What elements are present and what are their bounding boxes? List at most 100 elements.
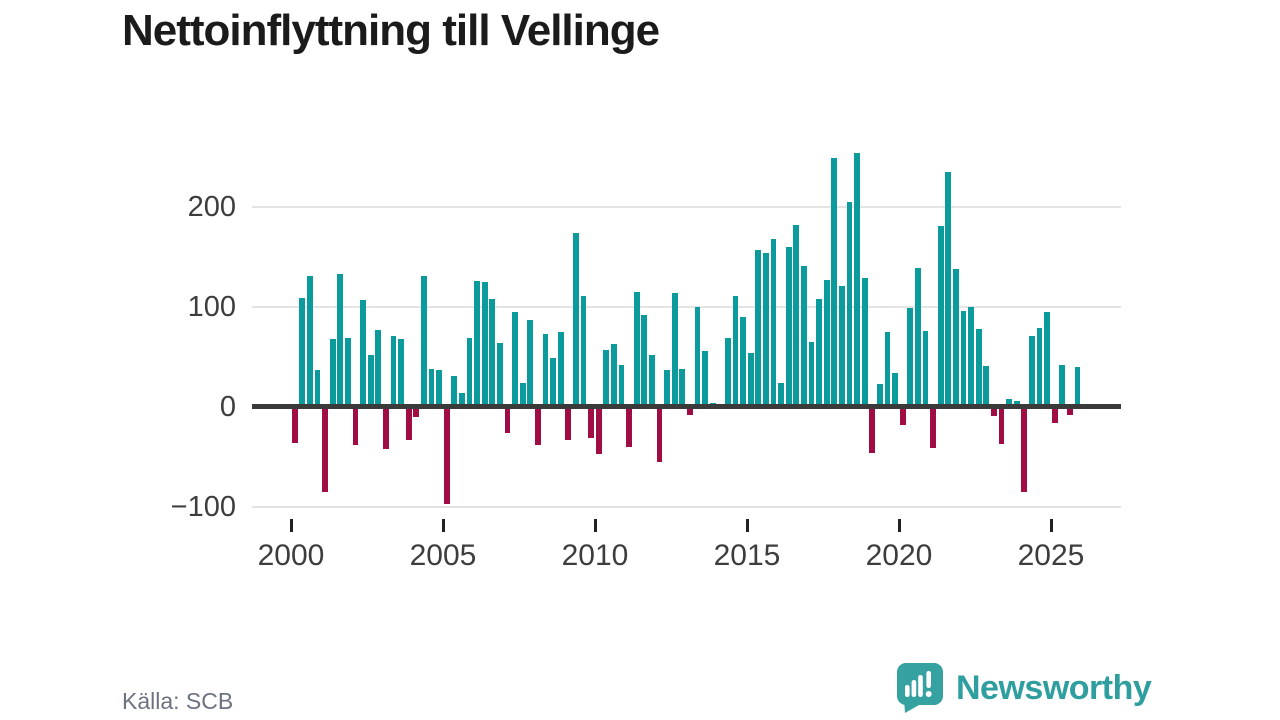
bar <box>687 407 693 415</box>
bar <box>899 407 906 425</box>
bar <box>816 299 822 407</box>
bar <box>595 407 602 454</box>
x-tick-mark <box>289 519 293 532</box>
bar <box>679 369 686 407</box>
bar <box>375 330 382 407</box>
bar <box>329 339 336 407</box>
gridline <box>252 206 1121 208</box>
bar <box>1006 399 1012 407</box>
x-tick-mark <box>897 519 901 532</box>
bar <box>1021 407 1028 492</box>
x-tick-mark <box>593 519 597 532</box>
bar <box>983 366 990 407</box>
bar <box>656 407 663 462</box>
bar <box>664 370 670 407</box>
bar <box>481 282 488 407</box>
bar <box>1029 336 1035 407</box>
bar <box>504 407 511 433</box>
bar <box>360 300 366 407</box>
bar <box>1044 312 1050 407</box>
bar <box>314 370 321 407</box>
x-tick-mark <box>745 519 749 532</box>
bar <box>428 369 435 407</box>
bar <box>307 276 313 407</box>
newsworthy-wordmark: Newsworthy <box>956 669 1152 707</box>
bar <box>998 407 1005 444</box>
bar <box>421 276 427 407</box>
bar <box>793 225 800 407</box>
bar <box>451 376 458 407</box>
bar <box>413 407 420 417</box>
x-tick-label: 2025 <box>1017 539 1085 572</box>
x-tick-label: 2010 <box>561 539 629 572</box>
bar <box>512 312 518 407</box>
bar <box>611 344 617 407</box>
source-note: Källa: SCB <box>122 688 234 714</box>
bar <box>854 153 860 407</box>
bar <box>641 315 648 407</box>
bar <box>633 292 640 407</box>
bar <box>1036 328 1043 407</box>
bar <box>649 355 655 407</box>
bar <box>489 299 496 407</box>
x-tick-label: 2015 <box>713 539 781 572</box>
newsworthy-logo: Newsworthy <box>896 662 1152 714</box>
bar <box>907 308 914 407</box>
bar <box>1067 407 1073 415</box>
bar <box>801 266 807 407</box>
bar <box>459 393 465 407</box>
gridline <box>252 506 1121 508</box>
bar <box>383 407 389 449</box>
bar <box>702 351 708 407</box>
y-tick-label: 100 <box>187 291 236 323</box>
bar <box>960 311 967 407</box>
bar <box>755 250 762 407</box>
bar <box>352 407 359 445</box>
bar <box>474 281 480 407</box>
bar <box>747 353 754 407</box>
bar <box>694 307 701 407</box>
bar <box>443 407 450 504</box>
x-tick-label: 2000 <box>257 539 325 572</box>
y-tick-label: 0 <box>219 391 236 423</box>
bar <box>968 307 974 407</box>
bar <box>367 355 374 407</box>
bar <box>991 407 997 416</box>
bar <box>869 407 876 453</box>
bar <box>953 269 959 407</box>
bar <box>390 336 397 407</box>
bar <box>770 239 777 407</box>
bar <box>915 268 921 407</box>
bar <box>861 278 868 407</box>
bar <box>778 383 784 407</box>
bar <box>291 407 298 443</box>
bar <box>550 358 556 407</box>
x-tick-mark <box>441 519 445 532</box>
chart-title: Nettoinflyttning till Vellinge <box>122 6 660 55</box>
y-tick-label: −100 <box>170 491 236 523</box>
bar <box>671 293 678 407</box>
bar <box>732 296 739 407</box>
bar <box>398 339 404 407</box>
bar <box>1059 365 1066 407</box>
bar <box>580 296 587 407</box>
bar <box>725 338 731 407</box>
bar <box>322 407 328 492</box>
bar <box>299 298 306 407</box>
bar <box>808 342 815 407</box>
bar <box>763 253 769 407</box>
bar <box>345 338 351 407</box>
bar <box>519 383 526 407</box>
bar <box>945 172 952 407</box>
bar <box>1074 367 1081 407</box>
bar <box>877 384 883 407</box>
bar <box>1051 407 1058 423</box>
bar <box>937 226 944 407</box>
bar <box>497 343 503 407</box>
bar <box>626 407 632 447</box>
bar <box>436 370 442 407</box>
bar <box>618 365 625 407</box>
newsworthy-speech-bubble-icon <box>897 663 943 713</box>
x-tick-mark <box>1049 519 1053 532</box>
